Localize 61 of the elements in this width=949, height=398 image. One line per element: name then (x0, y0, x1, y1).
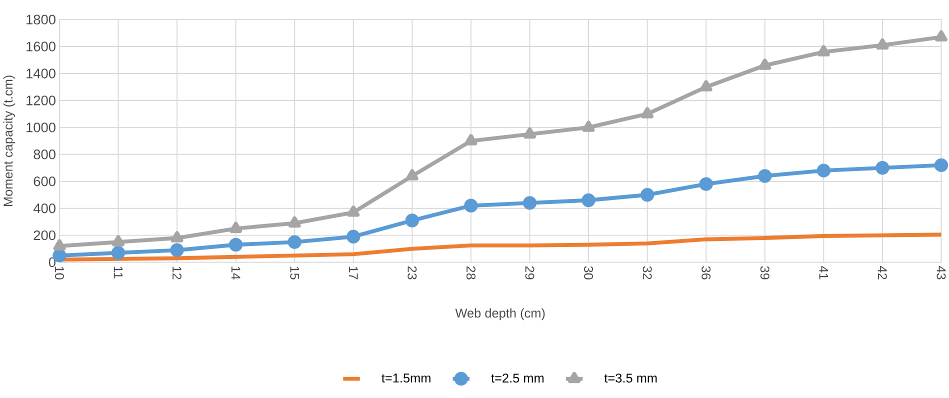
point (464, 134, 478, 146)
x-tick-label: 23 (408, 266, 417, 280)
x-tick-label: 41 (819, 266, 828, 280)
legend-label: t=2.5 mm (491, 373, 544, 382)
x-tick-label: 30 (584, 266, 594, 280)
point (700, 80, 712, 92)
x-tick-label: 32 (642, 266, 652, 280)
point (935, 30, 948, 42)
y-axis-title: Moment capacity (t.cm) (3, 75, 16, 206)
x-tick-label: 39 (760, 266, 770, 280)
x-tick-label: 43 (936, 266, 946, 280)
point (758, 58, 772, 70)
x-tick-label: 10 (54, 266, 64, 280)
point (934, 158, 948, 172)
y-tick-label: 1800 (26, 14, 56, 24)
point (582, 120, 595, 132)
y-tick-label: 1400 (26, 68, 56, 78)
y-tick-label: 1200 (26, 95, 56, 106)
point (170, 231, 184, 242)
x-tick-label: 29 (525, 266, 534, 280)
point (522, 196, 537, 210)
point (640, 188, 654, 202)
point (112, 235, 124, 246)
x-tick-label: 36 (702, 266, 711, 280)
y-tick-label: 200 (34, 230, 56, 240)
point (464, 198, 478, 212)
x-tick-label: 11 (114, 266, 123, 278)
point (347, 205, 360, 217)
point (288, 216, 301, 228)
x-axis-title: Web depth (cm) (455, 308, 545, 320)
point (816, 164, 831, 178)
point (524, 127, 536, 138)
point (53, 239, 66, 250)
y-tick-label: 600 (34, 176, 56, 186)
legend-label: t=1.5mm (382, 374, 430, 382)
point (876, 160, 890, 175)
point (170, 243, 184, 257)
legend-label: t=3.5 mm (604, 373, 657, 382)
x-tick-label: 15 (290, 266, 300, 280)
point (288, 235, 302, 249)
x-tick-label: 17 (349, 266, 358, 280)
y-tick-label: 800 (34, 149, 56, 160)
y-tick-label: 400 (33, 203, 56, 214)
point (582, 193, 596, 207)
y-tick-label: 1600 (26, 42, 56, 52)
point (346, 230, 360, 244)
point (228, 238, 243, 252)
point (758, 168, 772, 183)
point (405, 213, 420, 228)
point (817, 44, 830, 56)
x-tick-label: 28 (466, 266, 476, 280)
point (111, 246, 126, 260)
y-tick-label: 1000 (26, 122, 56, 132)
point (406, 168, 418, 180)
point (230, 222, 242, 233)
point (699, 177, 713, 191)
point (641, 106, 654, 118)
x-tick-label: 14 (231, 266, 240, 280)
x-tick-label: 42 (878, 266, 887, 280)
point (876, 38, 889, 50)
x-tick-label: 12 (172, 266, 182, 280)
